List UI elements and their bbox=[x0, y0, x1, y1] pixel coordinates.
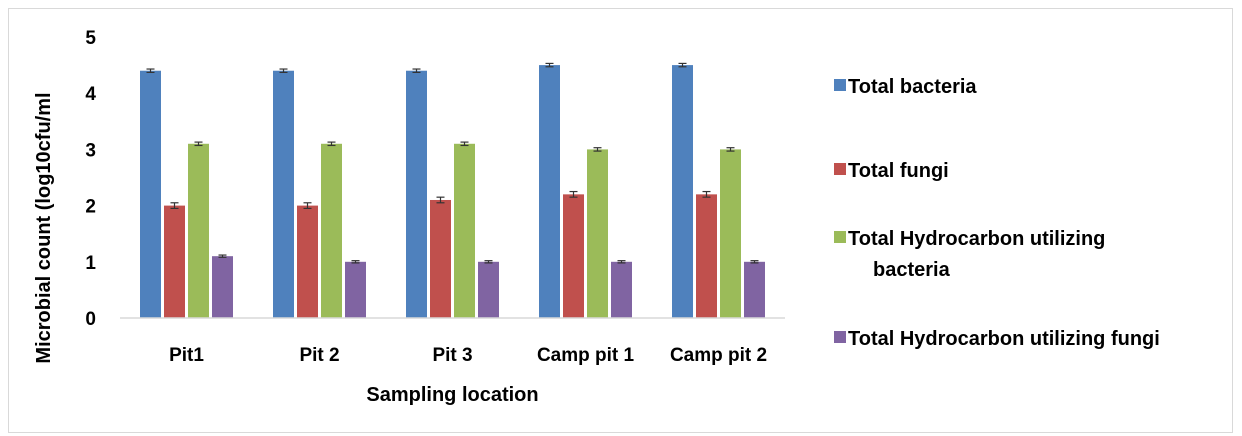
x-axis-ticks: Pit1 Pit 2 Pit 3 Camp pit 1 Camp pit 2 bbox=[169, 345, 767, 366]
error-bar bbox=[545, 62, 554, 68]
legend-swatch bbox=[834, 79, 846, 91]
legend-label: Total bacteria bbox=[848, 76, 977, 98]
y-axis-title: Microbial count (log10cfu/ml bbox=[33, 92, 55, 363]
y-tick-label: 5 bbox=[85, 28, 96, 49]
y-tick-label: 3 bbox=[85, 140, 96, 161]
legend-swatch bbox=[834, 331, 846, 343]
bar bbox=[164, 205, 185, 318]
bar bbox=[587, 149, 608, 318]
legend: Total bacteria Total fungi Total Hydrocarb… bbox=[834, 76, 1160, 350]
error-bar bbox=[327, 141, 336, 147]
bar bbox=[696, 194, 717, 318]
bar bbox=[273, 70, 294, 318]
y-tick-label: 1 bbox=[85, 253, 96, 274]
error-bar bbox=[279, 68, 288, 74]
x-tick-label: Pit1 bbox=[169, 345, 204, 366]
bar bbox=[430, 199, 451, 318]
error-bar bbox=[617, 260, 626, 264]
error-bar bbox=[484, 260, 493, 264]
error-bar bbox=[460, 141, 469, 147]
legend-swatch bbox=[834, 231, 846, 243]
bar bbox=[188, 143, 209, 318]
legend-entry: Total Hydrocarbon utilizing bacteria bbox=[834, 228, 1105, 281]
legend-entry: Total fungi bbox=[834, 160, 949, 182]
y-tick-label: 0 bbox=[85, 309, 96, 330]
bar bbox=[321, 143, 342, 318]
error-bar bbox=[436, 196, 445, 204]
y-axis-ticks: 0 1 2 3 4 5 bbox=[85, 28, 96, 330]
legend-label: Total fungi bbox=[848, 160, 949, 182]
bars bbox=[140, 65, 765, 318]
error-bar bbox=[750, 260, 759, 264]
legend-entry: Total Hydrocarbon utilizing fungi bbox=[834, 328, 1160, 350]
bar bbox=[297, 205, 318, 318]
x-axis-title: Sampling location bbox=[366, 384, 538, 406]
legend-label: Total Hydrocarbon utilizing fungi bbox=[848, 328, 1160, 350]
bar bbox=[720, 149, 741, 318]
error-bar bbox=[170, 202, 179, 210]
legend-label: bacteria bbox=[873, 259, 951, 281]
error-bar bbox=[194, 141, 203, 147]
bar bbox=[672, 65, 693, 318]
error-bar bbox=[146, 68, 155, 74]
error-bar bbox=[702, 190, 711, 198]
legend-label: Total Hydrocarbon utilizing bbox=[848, 228, 1105, 250]
bar bbox=[539, 65, 560, 318]
x-tick-label: Camp pit 2 bbox=[670, 345, 767, 366]
error-bars bbox=[146, 62, 759, 264]
bar bbox=[212, 256, 233, 318]
error-bar bbox=[569, 190, 578, 198]
error-bar bbox=[678, 62, 687, 68]
x-tick-label: Camp pit 1 bbox=[537, 345, 635, 366]
error-bar bbox=[726, 147, 735, 152]
error-bar bbox=[412, 68, 421, 74]
bar bbox=[454, 143, 475, 318]
chart-frame bbox=[8, 8, 1233, 433]
error-bar bbox=[593, 147, 602, 152]
bar bbox=[478, 261, 499, 318]
bar bbox=[345, 261, 366, 318]
error-bar bbox=[303, 202, 312, 210]
bar bbox=[744, 261, 765, 318]
error-bar bbox=[351, 260, 360, 264]
x-tick-label: Pit 2 bbox=[299, 345, 339, 366]
y-tick-label: 2 bbox=[85, 197, 96, 218]
error-bar bbox=[218, 254, 227, 258]
bar bbox=[563, 194, 584, 318]
x-tick-label: Pit 3 bbox=[432, 345, 472, 366]
bar bbox=[140, 70, 161, 318]
legend-entry: Total bacteria bbox=[834, 76, 977, 98]
bar bbox=[406, 70, 427, 318]
y-tick-label: 4 bbox=[85, 84, 96, 105]
legend-swatch bbox=[834, 163, 846, 175]
bar bbox=[611, 261, 632, 318]
